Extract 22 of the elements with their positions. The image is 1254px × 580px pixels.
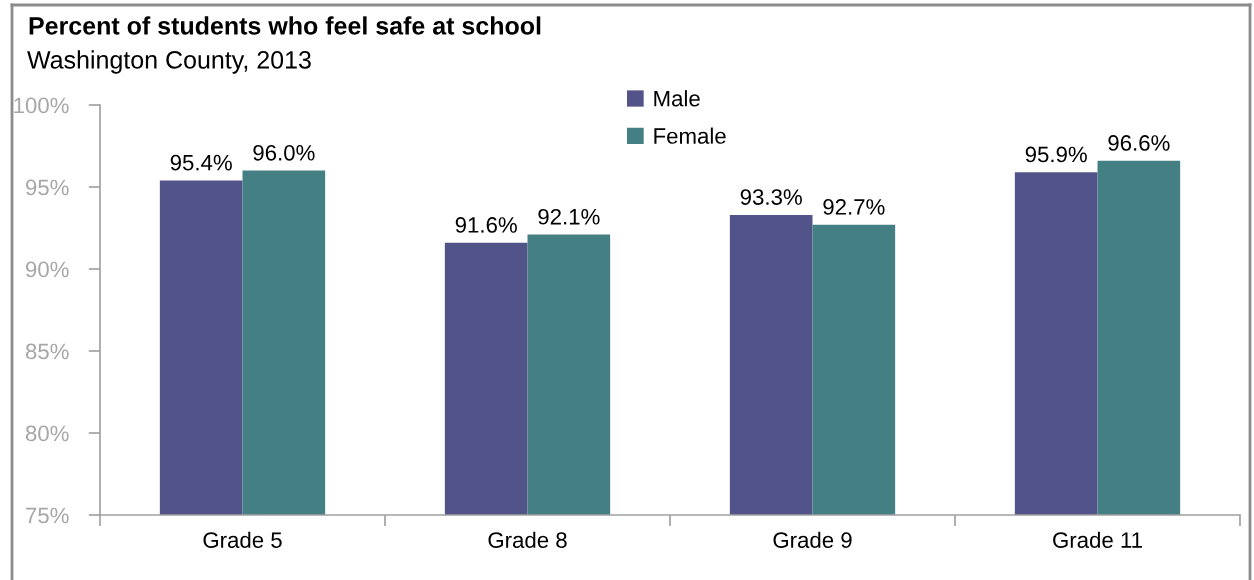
y-tick-label: 75%	[26, 507, 69, 524]
y-tick-label: 85%	[25, 343, 69, 360]
legend-label: Male	[654, 90, 700, 107]
x-tick-label: Grade 11	[1053, 531, 1142, 548]
y-tick-label: 80%	[25, 425, 69, 442]
y-tick-label: 95%	[26, 179, 69, 196]
x-tick-label: Grade 5	[203, 531, 282, 548]
data-label: 93.3%	[740, 189, 802, 205]
data-label: 92.7%	[823, 199, 885, 215]
data-label: 95.9%	[1025, 146, 1087, 163]
x-tick-label: Grade 9	[773, 531, 852, 548]
chart-subtitle: Washington County, 2013	[27, 50, 311, 74]
chart-title: Percent of students who feel safe at school	[29, 16, 541, 35]
legend-label: Female	[654, 127, 726, 144]
x-tick-label: Grade 8	[488, 531, 567, 548]
data-label: 91.6%	[455, 217, 517, 233]
data-label: 96.6%	[1108, 135, 1170, 151]
y-tick-label: 100%	[14, 97, 69, 114]
data-label: 95.4%	[170, 154, 232, 171]
data-label: 92.1%	[538, 208, 600, 225]
y-tick-label: 90%	[26, 261, 69, 278]
data-label: 96.0%	[253, 144, 315, 161]
